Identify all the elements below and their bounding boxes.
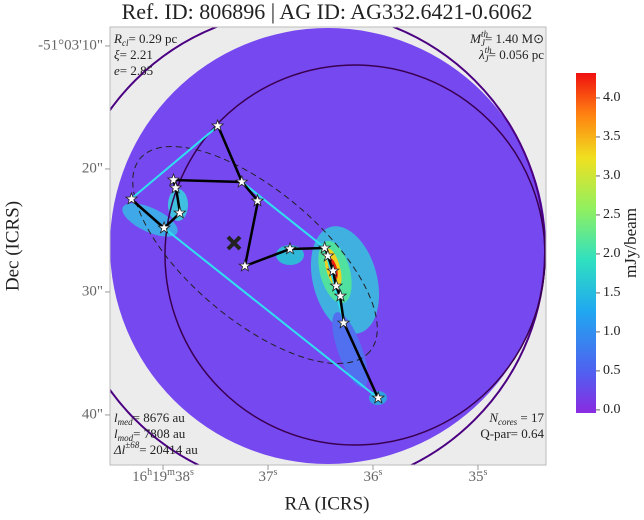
mst (216, 125, 244, 183)
annotation-text: R (113, 31, 122, 46)
annotation-sub: J (485, 54, 490, 64)
frame (109, 26, 547, 466)
core (329, 278, 344, 292)
annotation: Δl±68= 20414 au (113, 440, 198, 457)
colorbar-tick-label: 1.5 (603, 285, 621, 300)
colorbar-tick-label: 3.5 (603, 129, 621, 144)
core (157, 220, 171, 234)
x-tick-label: 16h19m38s (132, 467, 194, 485)
colorbar (576, 73, 596, 413)
mst (130, 178, 380, 399)
core (238, 258, 252, 272)
annotation: λth J= 0.056 pc (478, 45, 544, 64)
annotation-text: Q-par= 0.64 (480, 426, 544, 441)
annotation: Q-par= 0.64 (480, 426, 544, 441)
annotation-sub: cl (122, 38, 129, 48)
annotation: Rcl= 0.29 pc (113, 31, 178, 48)
annotation-text: N (488, 410, 499, 425)
annotation-text: ξ (114, 47, 120, 62)
colorbar-tick-label: 0.0 (603, 402, 621, 417)
annotation-after: = 0.056 pc (489, 47, 545, 62)
annotation: e= 2.85 (114, 63, 153, 78)
colorbar-tick-label: 1.0 (603, 324, 621, 339)
annotation-text: l (114, 410, 118, 425)
annotation: Ncores = 17 (488, 410, 544, 427)
annotation: ξ= 2.21 (114, 47, 153, 62)
annotation-sub: med (118, 417, 133, 427)
annotation-text: λ (478, 47, 485, 62)
annotation: Mth J= 1.40 M⊙ (469, 29, 544, 48)
annotation-text: Δl (113, 442, 126, 457)
x-axis-label: RA (ICRS) (285, 493, 370, 514)
core (166, 172, 181, 186)
colorbar-tick-label: 0.5 (603, 363, 621, 378)
colorbar-tick-label: 2.0 (603, 246, 621, 261)
core (168, 180, 183, 194)
annotation-after: = 8676 au (133, 410, 186, 425)
annotation-after: = 2.21 (120, 47, 153, 62)
annotation-sub: J (481, 38, 486, 48)
core (234, 174, 249, 188)
core (172, 205, 187, 219)
annotation-sub: cores (498, 417, 518, 427)
core (326, 263, 340, 277)
annotation-after: = 17 (517, 410, 544, 425)
y-tick-label: 40" (82, 406, 103, 422)
annotation-after: = 20414 au (139, 442, 198, 457)
fit-ellipse (132, 145, 378, 365)
core (250, 193, 265, 207)
core (371, 390, 386, 404)
y-tick-label: -51°03'10" (38, 37, 103, 53)
colorbar-tick-label: 2.5 (603, 207, 621, 222)
x-tick-label: 37s (259, 467, 278, 485)
x-tick-label: 35s (469, 467, 488, 485)
core (333, 288, 348, 302)
annotation-after: = 7808 au (133, 426, 186, 441)
core (317, 240, 332, 254)
annotation-after: = 0.29 pc (128, 31, 177, 46)
annotation-text: e (114, 63, 120, 78)
x-tick-label: 36s (364, 467, 383, 485)
core (210, 118, 225, 132)
marks: 16h19m38s 37s 36s 35s -51°03'10" 20" 30" 40" 0.0… (38, 29, 620, 485)
annotation-text: l (114, 426, 118, 441)
core (336, 315, 351, 329)
chart-title: Ref. ID: 806896 | AG ID: AG332.6421-0.60… (122, 0, 533, 24)
annotation-sub: mod (118, 433, 134, 443)
colorbar-label: mJy/beam (621, 208, 640, 278)
annotation-sup: th (485, 45, 493, 55)
colorbar-tick-label: 4.0 (603, 90, 621, 105)
y-axis-label: Dec (ICRS) (2, 201, 23, 291)
core (124, 191, 139, 205)
y-tick-label: 20" (82, 160, 103, 176)
annotation-text: M (469, 31, 482, 46)
annotation-sup: ±68 (125, 440, 139, 450)
annotation: lmod= 7808 au (114, 426, 186, 443)
annotation: lmed= 8676 au (114, 410, 185, 427)
annotation-after: = 2.85 (120, 63, 153, 78)
colorbar-tick-label: 3.0 (603, 168, 621, 183)
core (283, 241, 297, 255)
y-tick-label: 30" (82, 283, 103, 299)
annotation-sup: th (481, 29, 489, 39)
centroid-marker (226, 235, 242, 251)
core (320, 248, 335, 262)
annotation-after: = 1.40 M⊙ (485, 31, 544, 46)
